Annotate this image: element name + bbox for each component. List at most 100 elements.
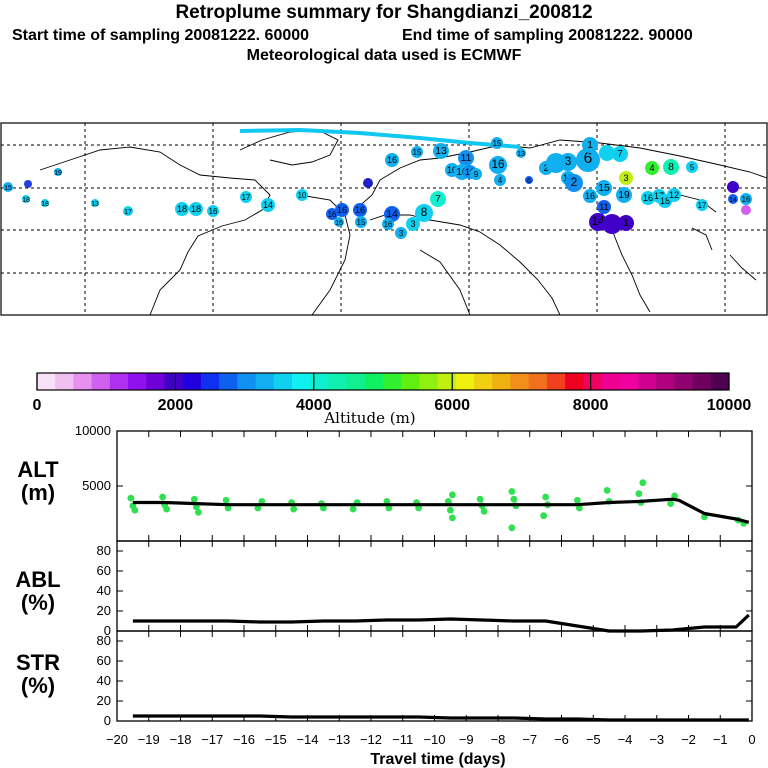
abl-ytick-label: 20 <box>97 603 111 618</box>
plume-dot-label: 2 <box>543 163 548 173</box>
plume-dot-label: 16 <box>585 191 595 201</box>
plume-dot-label: 16 <box>384 220 393 229</box>
colorbar-segment <box>200 373 220 390</box>
plume-dot-label: 13 <box>517 151 525 158</box>
colorbar-segment <box>37 373 56 390</box>
plume-dot <box>602 214 622 234</box>
plume-dot-label: 8 <box>668 162 674 173</box>
plume-dot-label: 3 <box>410 219 415 229</box>
alt-scatter-point <box>163 505 171 513</box>
x-tick-label: −16 <box>233 732 255 747</box>
plume-dot-label: 19 <box>54 170 62 177</box>
plume-dot <box>491 137 503 149</box>
plume-dot <box>559 153 577 171</box>
plume-dot <box>353 203 367 217</box>
colorbar-segment <box>583 373 603 390</box>
plume-dot <box>41 199 49 207</box>
x-tick-label: −19 <box>138 732 160 747</box>
abl-panel: 80 60 40 20 0 ABL(%) <box>15 540 753 638</box>
plume-dot-label: 7 <box>617 149 623 160</box>
colorbar-segment <box>474 373 493 390</box>
colorbar-segment <box>182 373 202 390</box>
abl-ytick-label: 60 <box>97 563 111 578</box>
x-tick-label: −17 <box>201 732 223 747</box>
plume-dot-label: 19 <box>618 190 630 201</box>
colorbar-segment <box>219 373 238 390</box>
alt-scatter-point <box>635 490 643 498</box>
plume-track <box>239 127 521 149</box>
colorbar-segment <box>492 373 511 390</box>
plume-dot-label: 16 <box>643 193 653 203</box>
plume-dot-label: 16 <box>742 195 751 204</box>
plume-dot <box>641 191 655 205</box>
plume-dot <box>207 205 219 217</box>
plume-dot-label: 15 <box>598 183 610 194</box>
plume-dot-label: 15 <box>4 185 12 192</box>
plume-dot-label: 16 <box>328 210 337 219</box>
plume-dot-label: 10 <box>465 167 475 177</box>
abl-ytick-label: 80 <box>97 543 111 558</box>
plume-dot-label: 11 <box>461 153 472 164</box>
met-data-text: Meteorological data used is ECMWF <box>246 47 522 64</box>
alt-scatter-point <box>127 494 135 502</box>
plume-dot-label: 16 <box>491 158 504 171</box>
plume-dot <box>406 217 420 231</box>
str-panel: 80 60 40 20 0 STR(%) <box>16 630 753 728</box>
colorbar-segment <box>419 373 439 390</box>
sampling-end-text: End time of sampling 20081222. 90000 <box>402 27 693 44</box>
alt-scatter-point <box>159 493 167 501</box>
plume-dot-label: 6 <box>584 150 593 167</box>
plume-dot-label: 9 <box>474 170 478 179</box>
plume-dot-label: 12 <box>669 190 679 200</box>
colorbar-segment <box>656 373 675 390</box>
colorbar-segment <box>637 373 657 390</box>
plume-dot <box>596 180 612 196</box>
colorbar-segment <box>146 373 165 390</box>
plume-dot-label: 17 <box>242 193 251 202</box>
plume-dot-label: 4 <box>498 176 503 185</box>
plume-dot-label: 15 <box>413 148 422 157</box>
plume-dot-label: 3 <box>565 155 572 168</box>
alt-ytick-label: 5000 <box>82 478 111 493</box>
colorbar-segment <box>510 373 530 390</box>
plume-dot <box>335 203 349 217</box>
abl-frame <box>116 540 753 632</box>
colorbar-segment <box>692 373 712 390</box>
str-title: STR <box>16 650 60 675</box>
str-ytick-label: 80 <box>97 633 111 648</box>
alt-scatter-point <box>573 496 581 504</box>
colorbar-segment <box>273 373 293 390</box>
x-tick-label: −6 <box>554 732 569 747</box>
plume-dot <box>494 174 506 186</box>
alt-scatter-point <box>510 495 518 503</box>
colorbar-segment <box>674 373 694 390</box>
plume-dot <box>618 215 634 231</box>
colorbar-segment <box>401 373 420 390</box>
plume-dot <box>597 200 611 214</box>
plume-dot <box>616 187 632 203</box>
plume-dot <box>189 202 203 216</box>
colorbar-segment <box>383 373 402 390</box>
alt-scatter-point <box>575 504 583 512</box>
colorbar-segment <box>128 373 147 390</box>
colorbar-segment <box>455 373 475 390</box>
x-tick-label: −20 <box>106 732 128 747</box>
plume-dot-label: 16 <box>209 207 218 216</box>
plume-dot <box>599 145 615 161</box>
plume-dot <box>667 188 681 202</box>
plume-dot <box>565 174 583 192</box>
plume-dot-label: 4 <box>649 163 654 173</box>
plume-dot <box>395 227 407 239</box>
plume-dot-label: 16 <box>335 220 343 227</box>
plume-dot <box>612 146 628 162</box>
x-tick-label: −3 <box>649 732 664 747</box>
colorbar-segment <box>346 373 366 390</box>
alt-scatter-point <box>671 492 679 500</box>
abl-unit: (%) <box>21 590 55 615</box>
plume-dot-label: 1 <box>623 218 629 229</box>
colorbar-tick-label: 8000 <box>573 397 609 414</box>
colorbar-tick-label: 0 <box>33 397 42 414</box>
plume-dot-label: 14 <box>591 215 605 228</box>
plume-dot-label: 13 <box>91 201 99 208</box>
alt-scatter-point <box>349 505 357 513</box>
